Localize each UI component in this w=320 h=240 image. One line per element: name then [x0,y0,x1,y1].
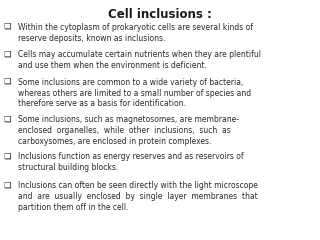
Text: ❏: ❏ [4,152,11,162]
Text: Cells may accumulate certain nutrients when they are plentiful
and use them when: Cells may accumulate certain nutrients w… [18,50,260,70]
Text: Cell inclusions :: Cell inclusions : [108,8,212,21]
Text: Inclusions function as energy reserves and as reservoirs of
structural building : Inclusions function as energy reserves a… [18,152,243,172]
Text: ❏: ❏ [4,23,11,32]
Text: ❏: ❏ [4,181,11,190]
Text: ❏: ❏ [4,78,11,87]
Text: Some inclusions, such as magnetosomes, are membrane-
enclosed  organelles,  whil: Some inclusions, such as magnetosomes, a… [18,115,239,146]
Text: Within the cytoplasm of prokaryotic cells are several kinds of
reserve deposits,: Within the cytoplasm of prokaryotic cell… [18,23,252,42]
Text: Inclusions can often be seen directly with the light microscope
and  are  usuall: Inclusions can often be seen directly wi… [18,181,258,212]
Text: ❏: ❏ [4,50,11,59]
Text: ❏: ❏ [4,115,11,124]
Text: Some inclusions are common to a wide variety of bacteria,
whereas others are lim: Some inclusions are common to a wide var… [18,78,251,108]
